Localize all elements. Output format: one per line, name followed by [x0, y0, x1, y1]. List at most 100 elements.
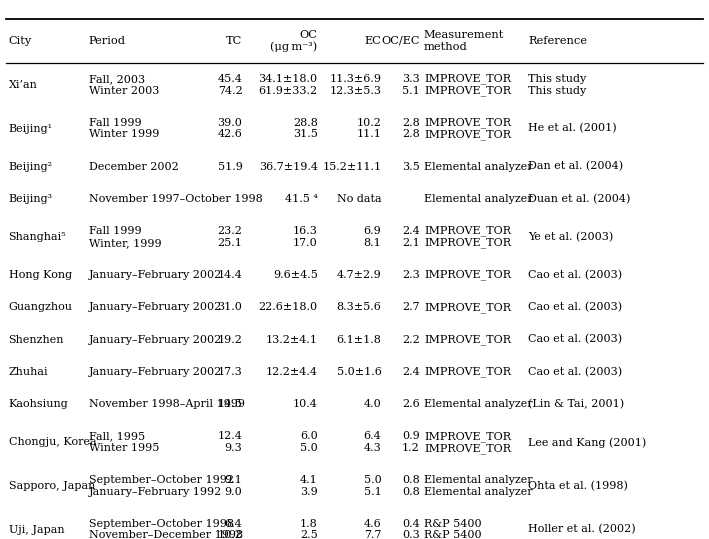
Text: Hong Kong: Hong Kong: [9, 270, 72, 280]
Text: Fall, 1995: Fall, 1995: [89, 431, 145, 441]
Text: 12.2±4.4: 12.2±4.4: [266, 367, 318, 377]
Text: 5.1: 5.1: [364, 487, 381, 497]
Text: 16.3: 16.3: [293, 226, 318, 236]
Text: Dan et al. (2004): Dan et al. (2004): [528, 161, 623, 172]
Text: Chongju, Korea: Chongju, Korea: [9, 437, 96, 447]
Text: Shanghai⁵: Shanghai⁵: [9, 232, 66, 242]
Text: IMPROVE_TOR: IMPROVE_TOR: [424, 334, 511, 345]
Text: IMPROVE_TOR: IMPROVE_TOR: [424, 118, 511, 128]
Text: Fall, 2003: Fall, 2003: [89, 74, 145, 84]
Text: 6.4: 6.4: [225, 519, 242, 529]
Text: 2.8: 2.8: [402, 118, 420, 128]
Text: Ohta et al. (1998): Ohta et al. (1998): [528, 481, 628, 491]
Text: 2.2: 2.2: [402, 335, 420, 344]
Text: 2.4: 2.4: [402, 226, 420, 236]
Text: 6.0: 6.0: [300, 431, 318, 441]
Text: IMPROVE_TOR: IMPROVE_TOR: [424, 74, 511, 84]
Text: 11.1: 11.1: [357, 129, 381, 140]
Text: Shenzhen: Shenzhen: [9, 335, 64, 344]
Text: Beijing³: Beijing³: [9, 194, 52, 204]
Text: 4.7±2.9: 4.7±2.9: [337, 270, 381, 280]
Text: December 2002: December 2002: [89, 162, 179, 171]
Text: 5.0±1.6: 5.0±1.6: [337, 367, 381, 377]
Text: 3.3: 3.3: [402, 74, 420, 84]
Text: 10.4: 10.4: [293, 399, 318, 409]
Text: 2.3: 2.3: [402, 270, 420, 280]
Text: Holler et al. (2002): Holler et al. (2002): [528, 524, 636, 535]
Text: IMPROVE_TOR: IMPROVE_TOR: [424, 238, 511, 248]
Text: (Lin & Tai, 2001): (Lin & Tai, 2001): [528, 399, 625, 410]
Text: 6.1±1.8: 6.1±1.8: [337, 335, 381, 344]
Text: Fall 1999: Fall 1999: [89, 226, 141, 236]
Text: 39.0: 39.0: [218, 118, 242, 128]
Text: 41.5 ⁴: 41.5 ⁴: [285, 194, 318, 204]
Text: Beijing¹: Beijing¹: [9, 123, 52, 134]
Text: Winter 1999: Winter 1999: [89, 129, 159, 140]
Text: Period: Period: [89, 36, 125, 46]
Text: IMPROVE_TOR: IMPROVE_TOR: [424, 302, 511, 313]
Text: Elemental analyzer: Elemental analyzer: [424, 162, 532, 171]
Text: 22.6±18.0: 22.6±18.0: [259, 302, 318, 312]
Text: Cao et al. (2003): Cao et al. (2003): [528, 334, 623, 345]
Text: 2.7: 2.7: [402, 302, 420, 312]
Text: 2.6: 2.6: [402, 399, 420, 409]
Text: Zhuhai: Zhuhai: [9, 367, 48, 377]
Text: Uji, Japan: Uji, Japan: [9, 524, 64, 535]
Text: 31.0: 31.0: [218, 302, 242, 312]
Text: Lee and Kang (2001): Lee and Kang (2001): [528, 437, 647, 447]
Text: Elemental analyzer: Elemental analyzer: [424, 399, 532, 409]
Text: Duan et al. (2004): Duan et al. (2004): [528, 194, 630, 204]
Text: 12.3±5.3: 12.3±5.3: [330, 86, 381, 96]
Text: 36.7±19.4: 36.7±19.4: [259, 162, 318, 171]
Text: Winter 2003: Winter 2003: [89, 86, 159, 96]
Text: 12.4: 12.4: [218, 431, 242, 441]
Text: TC: TC: [226, 36, 242, 46]
Text: 0.8: 0.8: [402, 475, 420, 485]
Text: He et al. (2001): He et al. (2001): [528, 123, 617, 134]
Text: 6.4: 6.4: [364, 431, 381, 441]
Text: 13.2±4.1: 13.2±4.1: [266, 335, 318, 344]
Text: IMPROVE_TOR: IMPROVE_TOR: [424, 367, 511, 377]
Text: IMPROVE_TOR: IMPROVE_TOR: [424, 129, 511, 140]
Text: 1.8: 1.8: [300, 519, 318, 529]
Text: 2.4: 2.4: [402, 367, 420, 377]
Text: 3.9: 3.9: [300, 487, 318, 497]
Text: January–February 2002: January–February 2002: [89, 302, 222, 312]
Text: 5.0: 5.0: [364, 475, 381, 485]
Text: 74.2: 74.2: [218, 86, 242, 96]
Text: Beijing²: Beijing²: [9, 162, 52, 171]
Text: 19.2: 19.2: [218, 335, 242, 344]
Text: September–October 1998: September–October 1998: [89, 519, 234, 529]
Text: Reference: Reference: [528, 36, 587, 46]
Text: 4.3: 4.3: [364, 443, 381, 453]
Text: Kaohsiung: Kaohsiung: [9, 399, 68, 409]
Text: 15.2±11.1: 15.2±11.1: [323, 162, 381, 171]
Text: 0.8: 0.8: [402, 487, 420, 497]
Text: 2.8: 2.8: [402, 129, 420, 140]
Text: 34.1±18.0: 34.1±18.0: [259, 74, 318, 84]
Text: 11.3±6.9: 11.3±6.9: [330, 74, 381, 84]
Text: 61.9±33.2: 61.9±33.2: [259, 86, 318, 96]
Text: This study: This study: [528, 74, 586, 84]
Text: Winter, 1999: Winter, 1999: [89, 238, 161, 248]
Text: Measurement
method: Measurement method: [424, 30, 504, 52]
Text: November–December 1998: November–December 1998: [89, 530, 242, 539]
Text: 5.1: 5.1: [402, 86, 420, 96]
Text: R&P 5400: R&P 5400: [424, 530, 481, 539]
Text: Elemental analyzer: Elemental analyzer: [424, 487, 532, 497]
Text: September–October 1992: September–October 1992: [89, 475, 234, 485]
Text: OC
(μg m⁻³): OC (μg m⁻³): [270, 30, 318, 52]
Text: City: City: [9, 36, 32, 46]
Text: 42.6: 42.6: [218, 129, 242, 140]
Text: Cao et al. (2003): Cao et al. (2003): [528, 270, 623, 280]
Text: 4.0: 4.0: [364, 399, 381, 409]
Text: Elemental analyzer: Elemental analyzer: [424, 475, 532, 485]
Text: OC/EC: OC/EC: [381, 36, 420, 46]
Text: January–February 2002: January–February 2002: [89, 367, 222, 377]
Text: 8.3±5.6: 8.3±5.6: [337, 302, 381, 312]
Text: 2.1: 2.1: [402, 238, 420, 248]
Text: 10.2: 10.2: [218, 530, 242, 539]
Text: Cao et al. (2003): Cao et al. (2003): [528, 367, 623, 377]
Text: 9.6±4.5: 9.6±4.5: [273, 270, 318, 280]
Text: 14.5: 14.5: [218, 399, 242, 409]
